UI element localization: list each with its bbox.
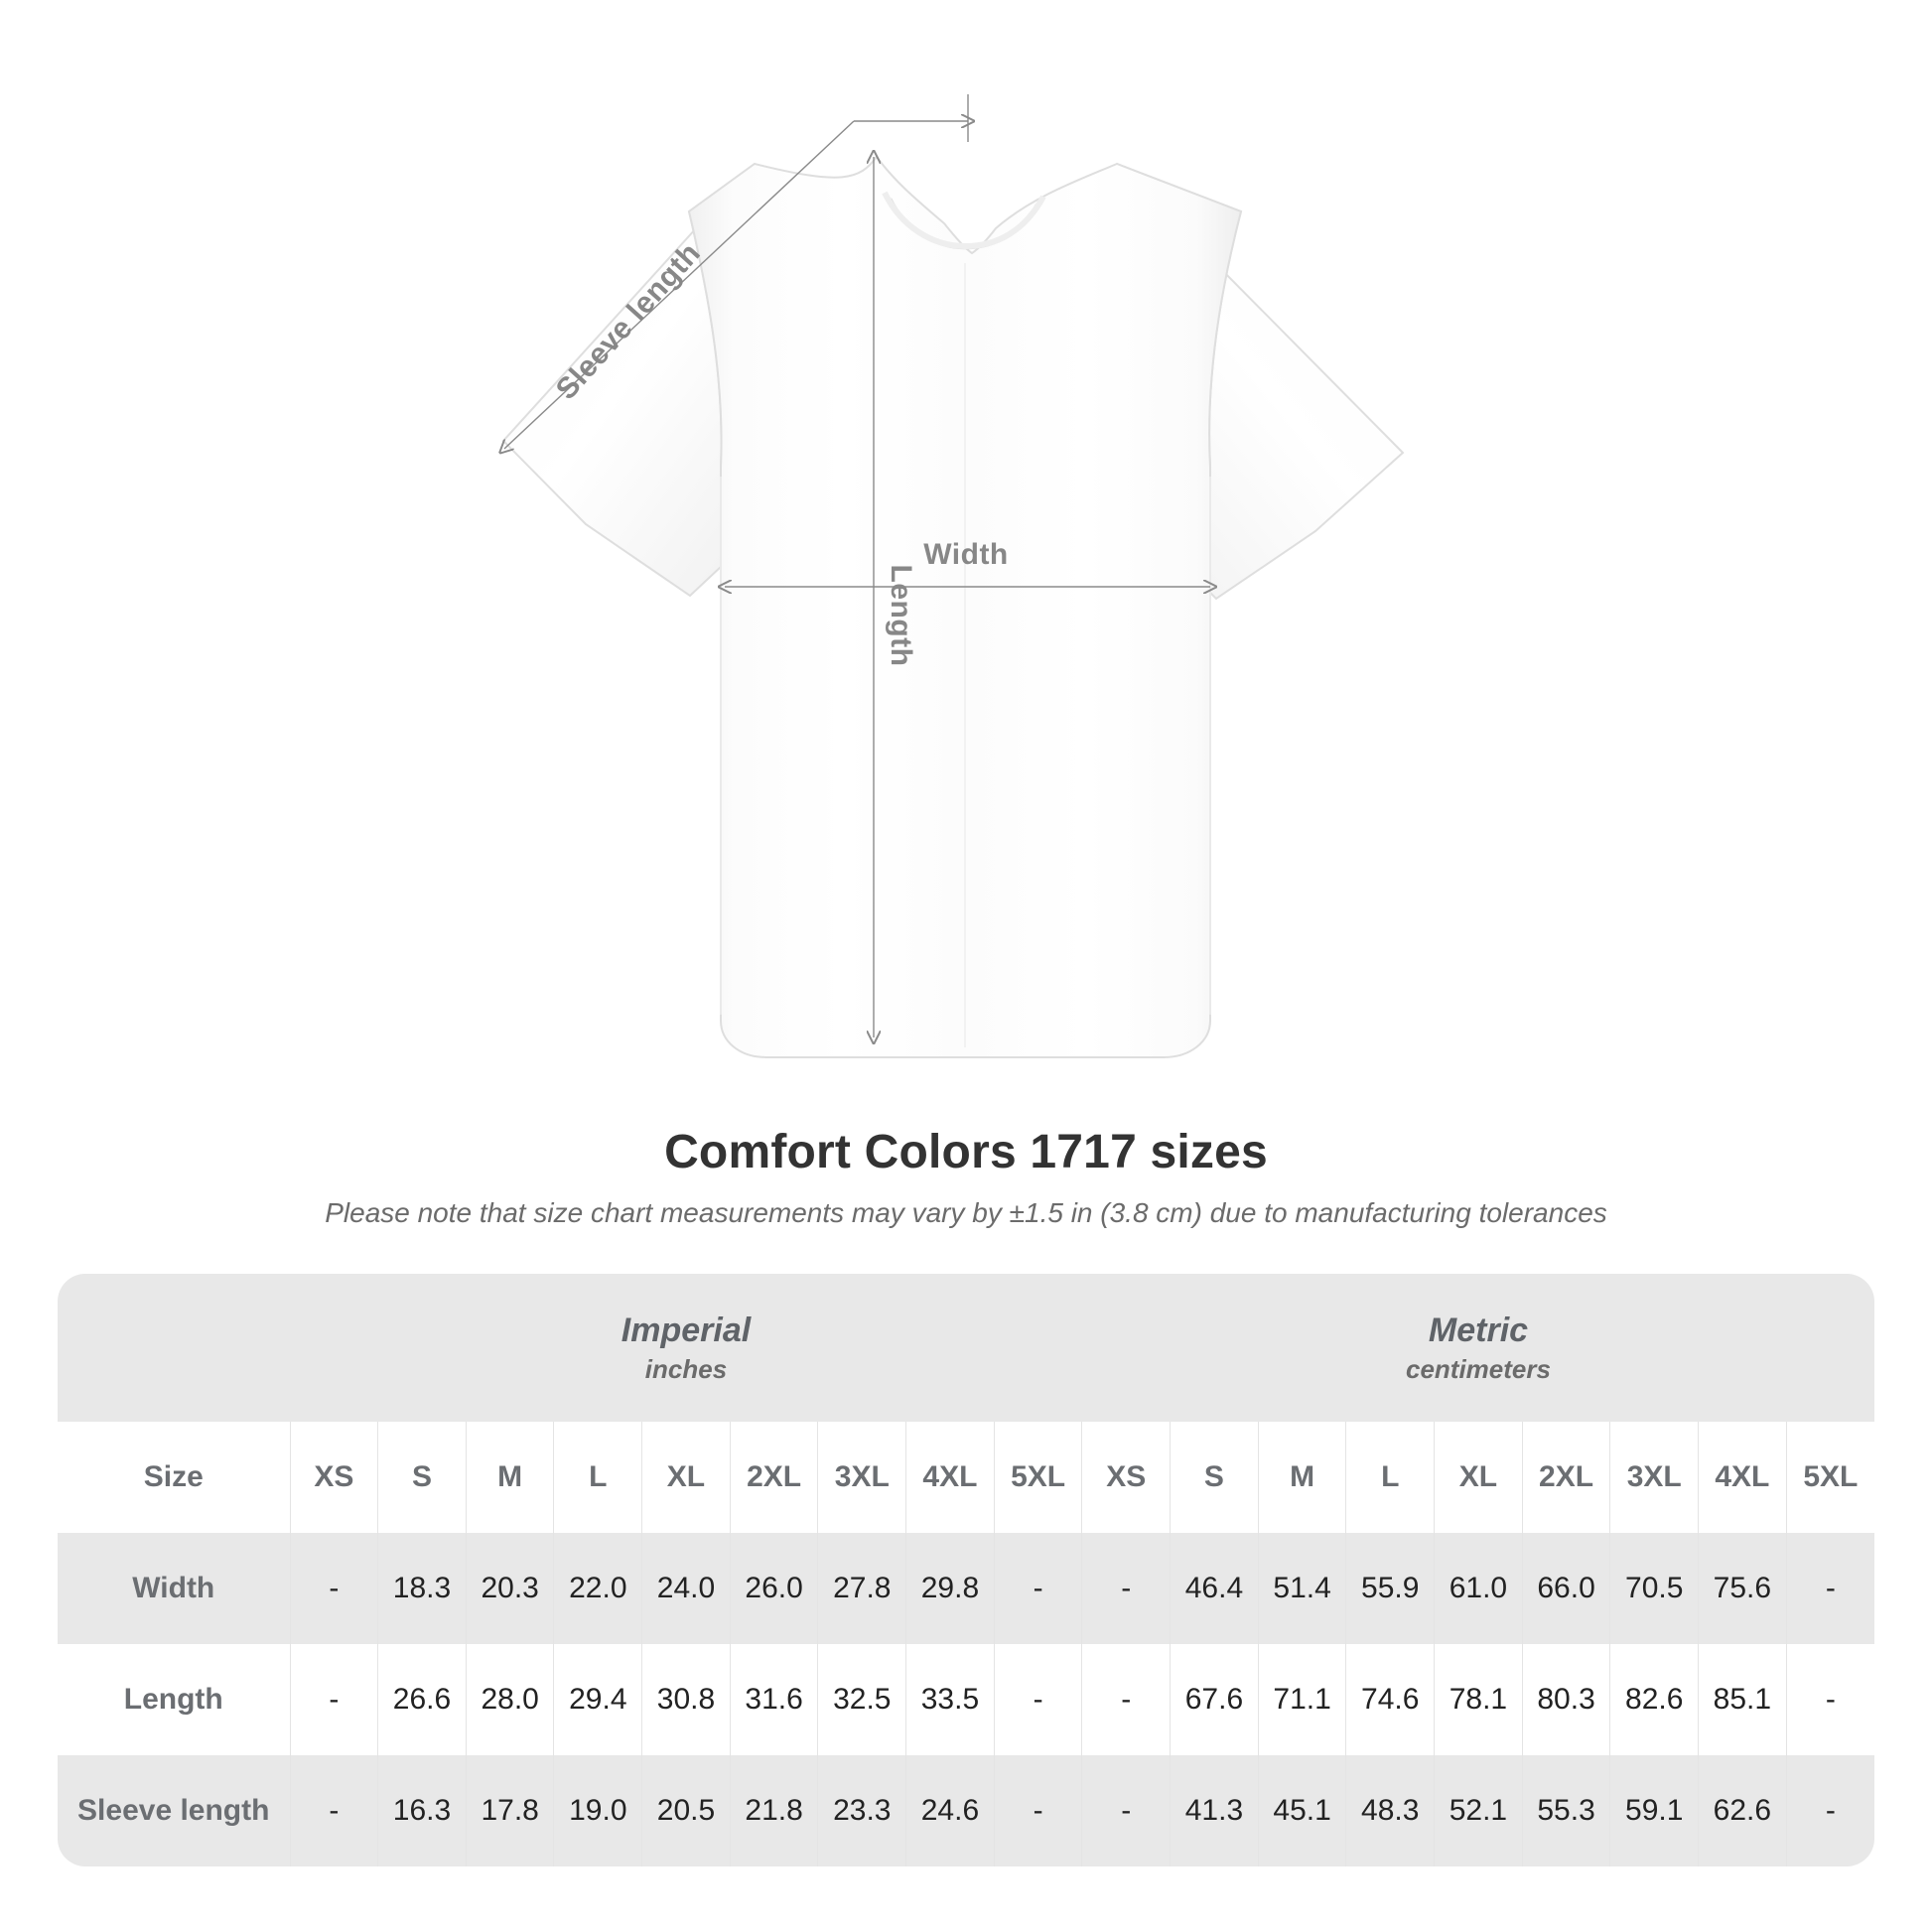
svg-text:Length: Length	[885, 565, 917, 667]
svg-text:Width: Width	[923, 538, 1009, 571]
